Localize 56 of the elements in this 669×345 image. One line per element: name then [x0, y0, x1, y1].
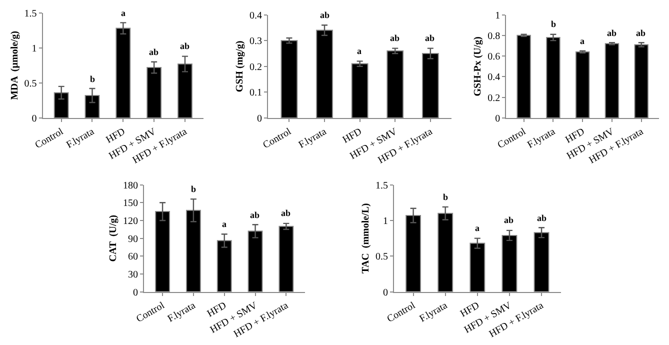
data-label: b	[443, 192, 448, 202]
data-label: b	[551, 19, 556, 29]
y-tick-label: 0.4	[250, 10, 262, 22]
y-tick-label: 0	[32, 113, 37, 124]
data-label: b	[191, 184, 196, 194]
y-tick-label: 0	[383, 287, 388, 298]
data-label: ab	[537, 213, 547, 223]
y-axis-title: GSH (mg/g)	[234, 40, 246, 92]
data-label: b	[90, 74, 96, 84]
data-label: ab	[320, 10, 330, 20]
y-tick-label: 0.5	[376, 252, 388, 263]
y-tick-label: 1	[383, 216, 388, 227]
y-tick-label: 90	[128, 234, 138, 245]
data-label: ab	[636, 28, 646, 38]
y-tick-label: 30	[128, 269, 138, 280]
y-tick-label: 0	[257, 113, 262, 124]
x-tick-label: HFD	[340, 126, 364, 146]
y-tick-label: 1	[495, 10, 500, 22]
y-tick-label: 150	[123, 198, 138, 210]
y-axis-title: TAC (mmole/L)	[360, 203, 372, 274]
data-label: a	[580, 36, 585, 46]
data-label: a	[475, 223, 480, 233]
y-tick-label: 0.2	[250, 62, 262, 73]
y-tick-label: 120	[123, 216, 138, 227]
y-tick-label: 0.1	[250, 88, 262, 99]
y-tick-label: 0.2	[488, 92, 500, 104]
y-axis-title: MDA (µmole/g)	[9, 30, 20, 100]
y-tick-label: 0.4	[488, 72, 500, 84]
y-tick-label: 0.3	[250, 36, 262, 48]
y-tick-label: 60	[128, 252, 138, 263]
y-tick-label: 0.8	[488, 30, 500, 42]
data-label: ab	[180, 41, 190, 51]
x-tick-label: HFD	[458, 300, 482, 320]
data-label: a	[222, 219, 227, 229]
data-label: ab	[607, 28, 617, 38]
data-label: ab	[425, 33, 435, 43]
data-label: ab	[504, 215, 514, 225]
x-tick-label: HFD	[206, 300, 228, 320]
y-axis-title: CAT (U/g)	[108, 214, 119, 262]
y-tick-label: 1.5	[376, 180, 388, 192]
data-label: ab	[390, 33, 400, 43]
y-tick-label: 1	[32, 43, 37, 54]
data-label: ab	[281, 208, 291, 218]
data-label: a	[121, 8, 126, 18]
y-tick-label: 0.6	[488, 52, 500, 63]
y-tick-label: 0	[495, 113, 500, 124]
data-label: a	[357, 46, 362, 56]
y-tick-label: 0.5	[24, 78, 37, 90]
data-label: ab	[250, 210, 260, 220]
data-label: ab	[149, 47, 159, 57]
x-tick-label: HFD	[564, 126, 587, 146]
y-tick-label: 180	[123, 180, 138, 192]
y-tick-label: 0	[133, 287, 138, 298]
x-tick-label: HFD	[104, 126, 128, 146]
y-axis-title: GSH-Px (U/g)	[472, 36, 484, 96]
y-tick-label: 1.5	[24, 8, 37, 20]
